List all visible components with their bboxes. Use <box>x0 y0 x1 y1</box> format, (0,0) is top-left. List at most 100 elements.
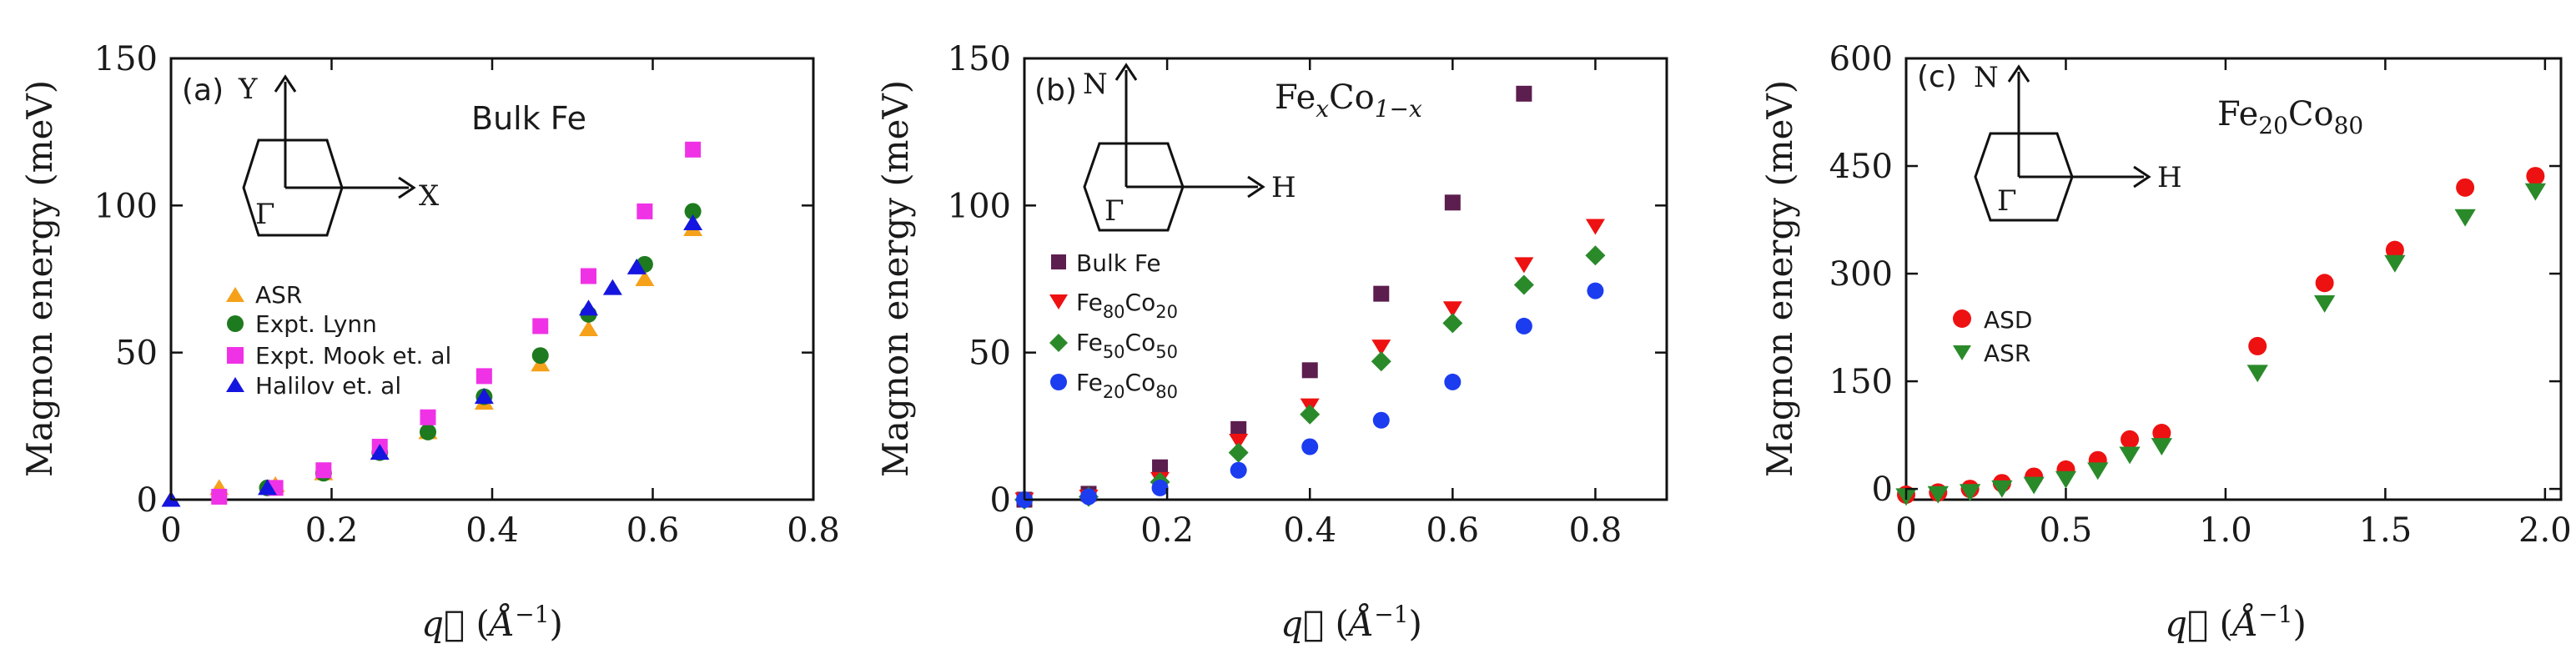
plot-frame <box>1023 57 1668 501</box>
data-point <box>2524 183 2547 201</box>
x-tick-label: 0.2 <box>305 511 359 550</box>
hexagon-inset: N H Γ <box>1974 61 2182 222</box>
data-point <box>1516 85 1532 102</box>
chart-title: Fe20Co80 <box>2217 95 2363 139</box>
data-point <box>626 258 647 274</box>
x-tick-label: 0 <box>1895 511 1916 550</box>
data-point <box>1927 485 1949 504</box>
data-point <box>635 270 655 286</box>
n-arrow-head <box>2007 64 2030 83</box>
data-point <box>2248 336 2267 355</box>
y-tick-label: 100 <box>948 187 1011 225</box>
x-axis-label: q⃗ (Å−1) <box>2165 601 2307 644</box>
data-point <box>315 462 332 479</box>
data-point <box>1513 274 1534 295</box>
data-point <box>1228 442 1249 463</box>
data-point <box>579 299 598 316</box>
legend-label-bulk-fe: Bulk Fe <box>1076 249 1161 277</box>
panel-label: (c) <box>1917 60 1957 94</box>
x-tick-label: 0.4 <box>1283 511 1336 550</box>
y-tick-label: 0 <box>1872 470 1893 509</box>
inset-gamma-label: Γ <box>1997 184 2017 218</box>
x-axis-label: q⃗ (Å−1) <box>1280 601 1422 644</box>
data-point <box>2526 167 2545 186</box>
data-point <box>2152 424 2171 443</box>
legend-marker-asd <box>1953 309 1971 328</box>
y-tick-label: 0 <box>137 481 158 520</box>
data-point <box>1301 438 1319 455</box>
data-marks <box>161 141 703 507</box>
data-point <box>531 347 549 365</box>
y-ticks: 0 50 100 150 <box>948 40 1667 520</box>
n-arrow-head <box>1114 63 1138 81</box>
data-point <box>1080 488 1097 506</box>
x-ticks: 0 0.2 0.4 0.6 0.8 <box>160 58 840 550</box>
hexagon-shape <box>1974 132 2074 222</box>
legend-marker-fe80co20 <box>1049 294 1068 309</box>
y-ticks: 0 150 300 450 600 <box>1829 40 2561 509</box>
x-axis-label: q⃗ (Å−1) <box>421 601 563 644</box>
data-point <box>532 318 549 335</box>
data-point <box>602 279 622 295</box>
hexagon-inset: N H Γ <box>1083 63 1296 232</box>
x-tick-label: 1.5 <box>2359 511 2412 550</box>
x-tick-label: 1.0 <box>2199 511 2252 550</box>
data-point <box>2119 446 2141 465</box>
legend-marker-asr <box>1953 345 1971 360</box>
legend-marker-fe50co50 <box>1049 334 1068 352</box>
data-point <box>2454 209 2476 227</box>
inset-axis-up-label: N <box>1083 68 1108 101</box>
data-point <box>258 479 277 496</box>
y-tick-label: 150 <box>94 40 158 78</box>
data-point <box>685 141 702 158</box>
y-tick-label: 150 <box>948 40 1011 78</box>
data-point <box>1585 219 1605 235</box>
x-tick-label: 0.8 <box>787 511 840 550</box>
data-point <box>2023 476 2045 495</box>
data-point <box>474 388 494 405</box>
data-point <box>2385 240 2404 259</box>
legend-marker-fe20co80 <box>1050 374 1067 390</box>
x-tick-label: 0.6 <box>626 511 680 550</box>
legend: ASD ASR <box>1953 306 2033 367</box>
data-point <box>2087 462 2109 480</box>
data-point <box>2384 254 2406 273</box>
legend-marker-asr <box>226 287 244 302</box>
y-tick-label: 600 <box>1829 40 1893 78</box>
x-ticks: 0 0.5 1.0 1.5 2.0 <box>1895 58 2572 550</box>
data-point <box>370 444 390 460</box>
data-point <box>475 368 492 385</box>
hexagon-shape <box>1083 142 1185 232</box>
y-tick-label: 300 <box>1829 255 1893 294</box>
plot-frame <box>1904 57 2563 501</box>
h-arrow-head <box>2133 165 2151 189</box>
legend-label-asr: ASR <box>1984 340 2030 367</box>
hexagon-shape <box>242 138 344 237</box>
y-tick-label: 0 <box>990 481 1011 520</box>
legend-marker-expt-mook <box>227 347 244 364</box>
data-point <box>2121 430 2140 449</box>
data-point <box>683 214 703 230</box>
y-tick-label: 150 <box>1829 363 1893 401</box>
data-point <box>1151 479 1169 496</box>
legend-marker-bulk-fe <box>1051 254 1066 269</box>
inset-axis-right-label: X <box>419 179 440 213</box>
data-point <box>1301 362 1318 379</box>
x-arrow-head <box>398 176 416 199</box>
data-point <box>2456 178 2475 197</box>
data-point <box>1373 285 1390 302</box>
y-arrow-head <box>274 74 297 93</box>
y-axis-label: Magnon energy (meV) <box>19 80 60 477</box>
legend: ASR Expt. Lynn Expt. Mook et. al Halilov… <box>226 281 451 400</box>
data-point <box>1444 194 1461 211</box>
legend-label-asd: ASD <box>1984 306 2033 334</box>
data-point <box>1514 257 1534 274</box>
y-tick-label: 450 <box>1829 148 1893 186</box>
x-tick-label: 0.5 <box>2040 511 2093 550</box>
data-point <box>1515 317 1532 335</box>
inset-axis-up-label: Y <box>238 73 258 106</box>
data-point <box>1230 420 1247 437</box>
data-marks <box>1014 85 1606 510</box>
x-tick-label: 0.6 <box>1426 511 1480 550</box>
